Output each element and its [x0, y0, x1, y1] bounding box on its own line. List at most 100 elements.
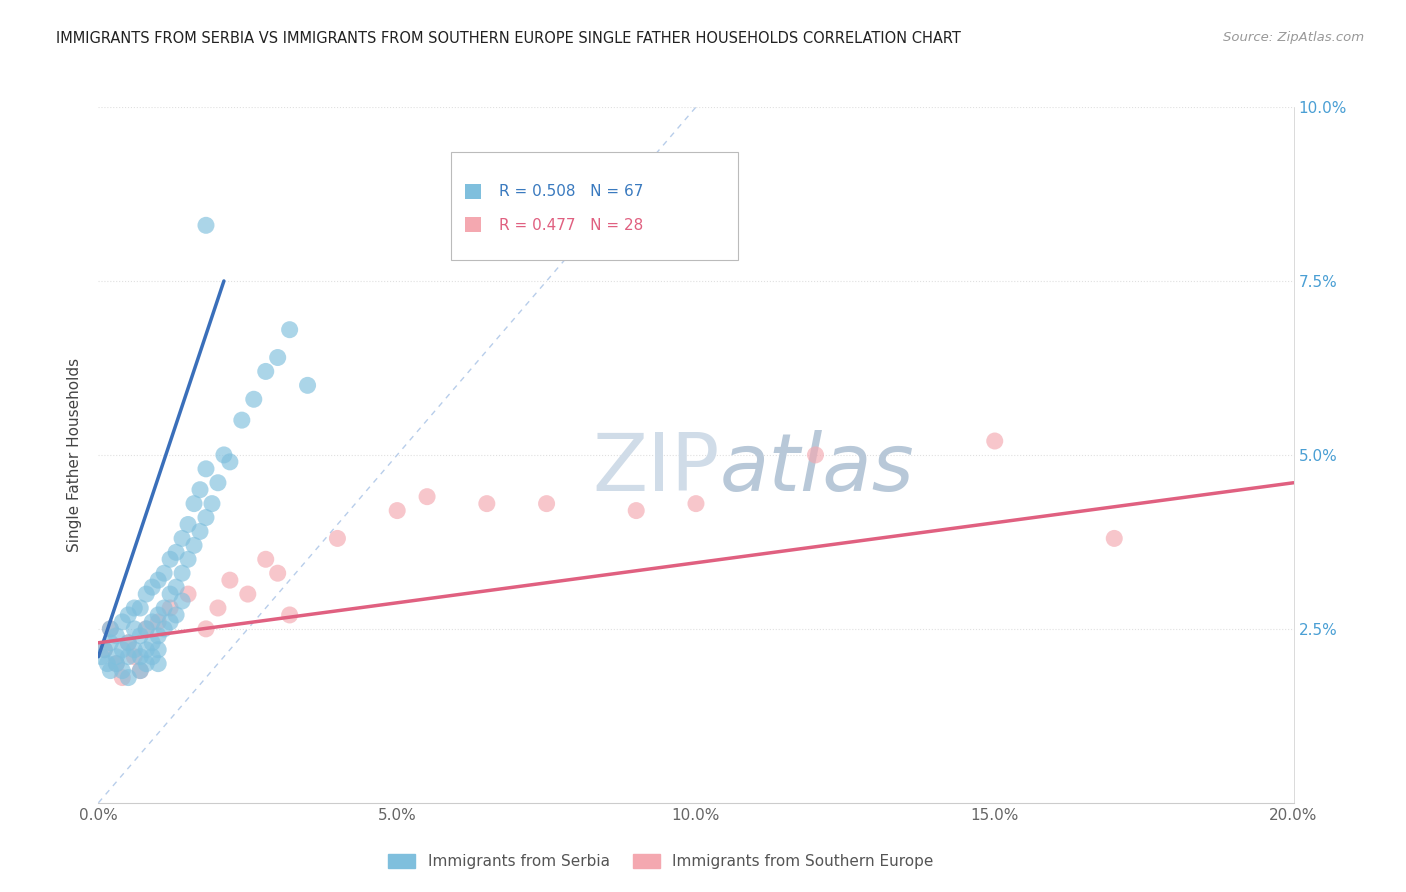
Point — [153, 566, 176, 581]
Point — [172, 532, 194, 546]
Point — [124, 622, 146, 636]
Text: atlas: atlas — [720, 430, 915, 508]
Point — [159, 601, 181, 615]
Point — [141, 580, 163, 594]
Point — [148, 657, 170, 671]
Point — [165, 545, 187, 559]
Point — [141, 649, 163, 664]
Point — [105, 629, 128, 643]
Point — [135, 622, 157, 636]
Point — [195, 219, 218, 233]
Point — [212, 448, 235, 462]
Point — [254, 552, 277, 566]
Point — [124, 649, 146, 664]
Point — [148, 573, 170, 587]
Point — [278, 323, 301, 337]
Point — [177, 587, 200, 601]
Point — [111, 615, 134, 629]
Bar — [465, 184, 481, 199]
Point — [297, 378, 319, 392]
Point — [159, 587, 181, 601]
Text: R = 0.508   N = 67: R = 0.508 N = 67 — [499, 185, 644, 200]
Point — [385, 503, 409, 517]
Point — [188, 524, 211, 539]
Point — [100, 622, 122, 636]
Point — [475, 497, 498, 511]
Point — [804, 448, 827, 462]
Point — [177, 552, 200, 566]
Point — [141, 636, 163, 650]
Point — [90, 649, 112, 664]
FancyBboxPatch shape — [451, 153, 738, 260]
Point — [1104, 532, 1126, 546]
Point — [117, 607, 139, 622]
Point — [117, 671, 139, 685]
Point — [984, 434, 1007, 448]
Point — [100, 664, 122, 678]
Point — [159, 552, 181, 566]
Bar — [465, 217, 481, 232]
Point — [626, 503, 648, 517]
Point — [219, 455, 242, 469]
Point — [254, 364, 277, 378]
Point — [148, 607, 170, 622]
Point — [177, 517, 200, 532]
Point — [93, 642, 115, 657]
Point — [135, 622, 157, 636]
Point — [172, 566, 194, 581]
Point — [231, 413, 253, 427]
Point — [129, 649, 152, 664]
Point — [124, 601, 146, 615]
Point — [195, 510, 218, 524]
Point — [153, 622, 176, 636]
Point — [135, 587, 157, 601]
Point — [536, 497, 558, 511]
Point — [100, 622, 122, 636]
Point — [195, 622, 218, 636]
Point — [111, 664, 134, 678]
Point — [100, 636, 122, 650]
Point — [129, 601, 152, 615]
Point — [201, 497, 224, 511]
Point — [117, 636, 139, 650]
Point — [129, 629, 152, 643]
Point — [207, 601, 229, 615]
Point — [129, 664, 152, 678]
Point — [207, 475, 229, 490]
Point — [685, 497, 707, 511]
Point — [153, 601, 176, 615]
Point — [267, 351, 290, 365]
Point — [188, 483, 211, 497]
Point — [172, 594, 194, 608]
Point — [159, 615, 181, 629]
Point — [219, 573, 242, 587]
Point — [278, 607, 301, 622]
Point — [135, 657, 157, 671]
Point — [267, 566, 290, 581]
Point — [93, 642, 115, 657]
Point — [148, 642, 170, 657]
Text: Source: ZipAtlas.com: Source: ZipAtlas.com — [1223, 31, 1364, 45]
Point — [96, 657, 118, 671]
Point — [195, 462, 218, 476]
Point — [165, 607, 187, 622]
Point — [165, 580, 187, 594]
Point — [236, 587, 259, 601]
Point — [129, 664, 152, 678]
Point — [111, 671, 134, 685]
Point — [124, 642, 146, 657]
Point — [135, 642, 157, 657]
Text: R = 0.477   N = 28: R = 0.477 N = 28 — [499, 218, 644, 233]
Point — [105, 657, 128, 671]
Point — [148, 629, 170, 643]
Y-axis label: Single Father Households: Single Father Households — [67, 358, 83, 552]
Point — [111, 642, 134, 657]
Point — [105, 657, 128, 671]
Text: IMMIGRANTS FROM SERBIA VS IMMIGRANTS FROM SOUTHERN EUROPE SINGLE FATHER HOUSEHOL: IMMIGRANTS FROM SERBIA VS IMMIGRANTS FRO… — [56, 31, 962, 46]
Point — [148, 615, 170, 629]
Point — [105, 649, 128, 664]
Point — [243, 392, 266, 407]
Point — [141, 615, 163, 629]
Point — [416, 490, 439, 504]
Point — [183, 538, 205, 552]
